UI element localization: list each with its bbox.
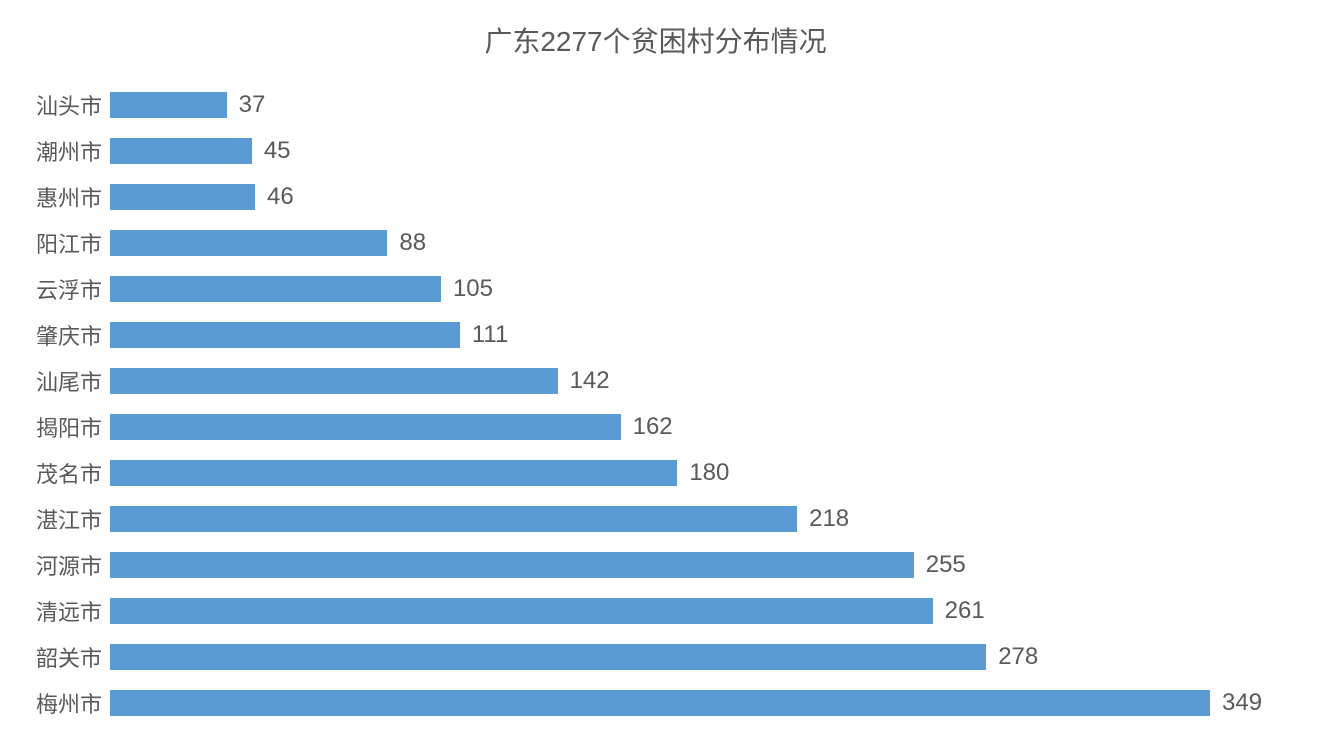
value-label: 255 [926, 551, 966, 579]
category-label: 肇庆市 [10, 319, 110, 351]
bar-row: 河源市 255 [10, 550, 1301, 580]
bar-track: 46 [110, 183, 1301, 211]
bar [110, 598, 933, 624]
bar-row: 肇庆市 111 [10, 320, 1301, 350]
bar-track: 278 [110, 643, 1301, 671]
bar-row: 清远市 261 [10, 596, 1301, 626]
category-label: 韶关市 [10, 641, 110, 673]
bar-row: 茂名市 180 [10, 458, 1301, 488]
bar-row: 汕尾市 142 [10, 366, 1301, 396]
value-label: 111 [472, 321, 508, 349]
bar [110, 276, 441, 302]
value-label: 218 [809, 505, 849, 533]
chart-title: 广东2277个贫困村分布情况 [10, 20, 1301, 60]
value-label: 278 [998, 643, 1038, 671]
bar-row: 潮州市 45 [10, 136, 1301, 166]
category-label: 惠州市 [10, 181, 110, 213]
category-label: 阳江市 [10, 227, 110, 259]
bar-track: 349 [110, 689, 1301, 717]
value-label: 37 [239, 91, 266, 119]
bar-row: 阳江市 88 [10, 228, 1301, 258]
bars-area: 汕头市 37 潮州市 45 惠州市 46 阳江市 88 云浮市 105 肇庆市 111 汕尾市 142 揭阳… [10, 90, 1301, 718]
value-label: 162 [633, 413, 673, 441]
value-label: 349 [1222, 689, 1262, 717]
category-label: 汕头市 [10, 89, 110, 121]
bar-row: 韶关市 278 [10, 642, 1301, 672]
chart-container: 广东2277个贫困村分布情况 汕头市 37 潮州市 45 惠州市 46 阳江市 88 云浮市 10… [10, 20, 1301, 734]
bar [110, 506, 797, 532]
bar [110, 138, 252, 164]
category-label: 潮州市 [10, 135, 110, 167]
bar [110, 644, 986, 670]
bar-track: 88 [110, 229, 1301, 257]
category-label: 清远市 [10, 595, 110, 627]
value-label: 88 [399, 229, 426, 257]
bar-row: 惠州市 46 [10, 182, 1301, 212]
bar-track: 142 [110, 367, 1301, 395]
category-label: 云浮市 [10, 273, 110, 305]
category-label: 茂名市 [10, 457, 110, 489]
bar-row: 汕头市 37 [10, 90, 1301, 120]
value-label: 261 [945, 597, 985, 625]
value-label: 45 [264, 137, 291, 165]
bar-track: 45 [110, 137, 1301, 165]
bar [110, 230, 387, 256]
value-label: 142 [570, 367, 610, 395]
bar-track: 162 [110, 413, 1301, 441]
bar-track: 180 [110, 459, 1301, 487]
bar-track: 261 [110, 597, 1301, 625]
value-label: 105 [453, 275, 493, 303]
value-label: 46 [267, 183, 294, 211]
bar-row: 湛江市 218 [10, 504, 1301, 534]
bar-track: 37 [110, 91, 1301, 119]
bar [110, 368, 558, 394]
bar-track: 218 [110, 505, 1301, 533]
bar-track: 105 [110, 275, 1301, 303]
bar [110, 552, 914, 578]
bar [110, 414, 621, 440]
bar [110, 92, 227, 118]
bar [110, 184, 255, 210]
bar-track: 255 [110, 551, 1301, 579]
bar [110, 322, 460, 348]
bar-row: 云浮市 105 [10, 274, 1301, 304]
value-label: 180 [689, 459, 729, 487]
category-label: 揭阳市 [10, 411, 110, 443]
bar [110, 690, 1210, 716]
category-label: 汕尾市 [10, 365, 110, 397]
category-label: 河源市 [10, 549, 110, 581]
bar [110, 460, 677, 486]
category-label: 湛江市 [10, 503, 110, 535]
category-label: 梅州市 [10, 687, 110, 719]
bar-row: 梅州市 349 [10, 688, 1301, 718]
bar-row: 揭阳市 162 [10, 412, 1301, 442]
bar-track: 111 [110, 321, 1301, 349]
